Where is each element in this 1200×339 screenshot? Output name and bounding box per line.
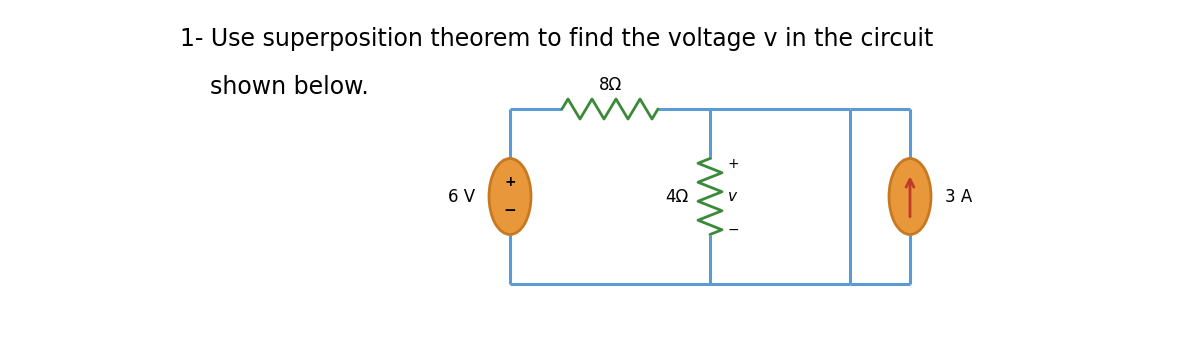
Text: +: +	[728, 157, 739, 171]
Text: +: +	[504, 176, 516, 190]
Text: −: −	[504, 203, 516, 218]
Text: v: v	[728, 189, 737, 204]
Text: 4Ω: 4Ω	[665, 187, 688, 205]
Ellipse shape	[889, 159, 931, 235]
Text: 1- Use superposition theorem to find the voltage v in the circuit: 1- Use superposition theorem to find the…	[180, 27, 934, 51]
Text: 8Ω: 8Ω	[599, 76, 622, 94]
Text: shown below.: shown below.	[180, 75, 368, 99]
Text: −: −	[728, 222, 739, 237]
Text: 3 A: 3 A	[946, 187, 972, 205]
Text: 6 V: 6 V	[448, 187, 475, 205]
Ellipse shape	[490, 159, 530, 235]
